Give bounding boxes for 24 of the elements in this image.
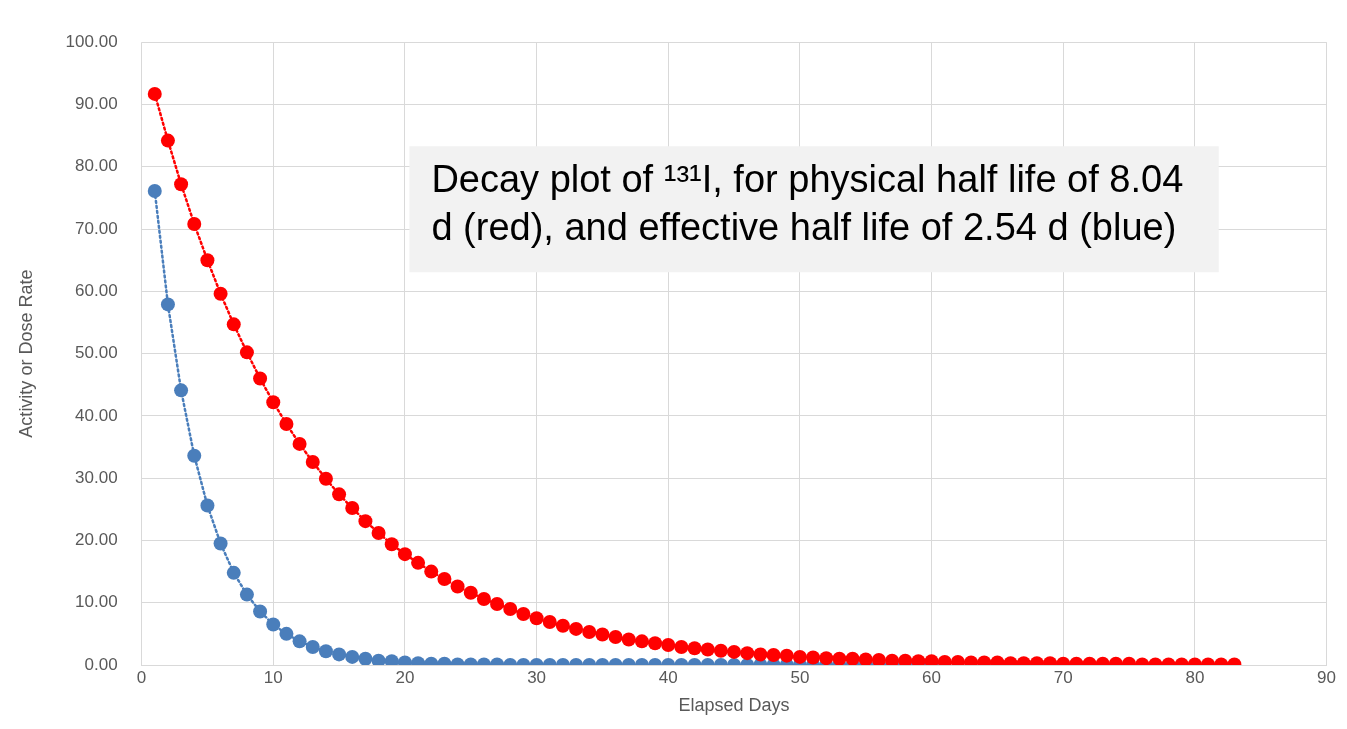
y-tick-label: 70.00 [75,218,118,238]
x-tick-label: 0 [136,667,147,687]
y-tick-label: 100.00 [65,31,118,51]
x-tick-label: 20 [395,667,415,687]
x-tick-label: 70 [1053,667,1073,687]
y-tick-label: 0.00 [84,654,118,674]
y-tick-label: 10.00 [75,592,118,612]
y-tick-label: 20.00 [75,530,118,550]
text: Decay plot of ¹³¹I, for physical half life of 8.04 d (red), and effective half life of 2.54 d (blue) [431,157,1184,248]
y-tick-label: 90.00 [75,94,118,114]
y-axis-title: Activity or Dose Rate [15,269,36,438]
y-tick-label: 30.00 [75,467,118,487]
y-tick-label: 50.00 [75,343,118,363]
y-tick-label: 40.00 [75,405,118,425]
x-tick-label: 90 [1317,667,1337,687]
x-tick-label: 60 [922,667,942,687]
x-tick-label: 40 [658,667,678,687]
x-axis-title: Elapsed Days [678,695,790,716]
y-tick-label: 60.00 [75,281,118,301]
y-tick-label: 80.00 [75,156,118,176]
x-tick-label: 50 [790,667,810,687]
x-tick-label: 30 [527,667,547,687]
x-tick-label: 80 [1185,667,1205,687]
x-tick-label: 10 [263,667,283,687]
